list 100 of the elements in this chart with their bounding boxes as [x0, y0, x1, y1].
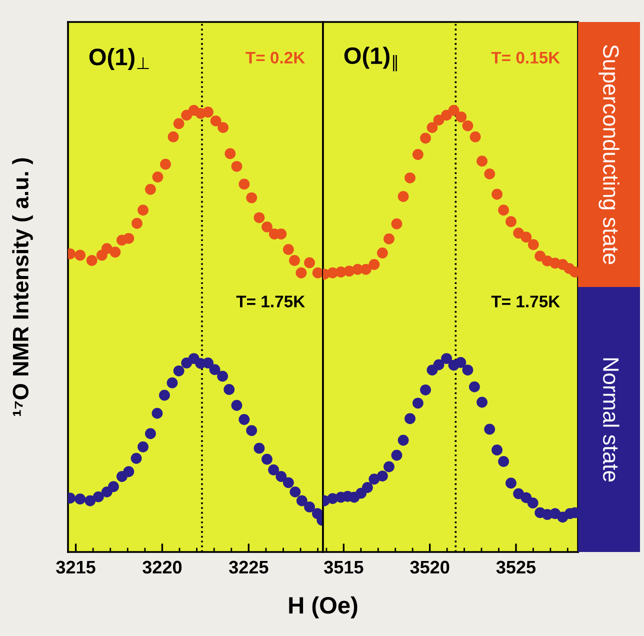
point [468, 381, 480, 392]
point [527, 498, 538, 508]
point [368, 259, 380, 270]
point [74, 494, 86, 504]
point [173, 365, 184, 376]
point [398, 434, 409, 446]
point [433, 359, 444, 370]
point [433, 114, 444, 126]
point [404, 172, 416, 184]
point [74, 250, 86, 261]
point [476, 156, 488, 167]
point [362, 482, 373, 493]
point [282, 477, 294, 488]
point [224, 148, 236, 160]
point [498, 204, 510, 216]
x-tick-label: 3220 [142, 560, 182, 574]
point [160, 158, 171, 170]
x-axis-title: H (Oe) [289, 596, 358, 618]
point [168, 131, 179, 142]
point [456, 111, 467, 122]
point [296, 267, 307, 278]
point [398, 190, 409, 202]
point [304, 501, 315, 512]
point [276, 471, 287, 482]
point [238, 414, 250, 425]
point [384, 233, 394, 244]
point [238, 178, 250, 190]
point [412, 398, 424, 409]
point [498, 456, 510, 467]
point [210, 115, 222, 126]
point [296, 495, 308, 506]
y-axis-title: ¹⁷O NMR Intensity ( a.u. ) [12, 158, 33, 416]
point [391, 450, 402, 461]
point [246, 192, 258, 204]
point [262, 454, 272, 465]
point [246, 425, 258, 436]
point [412, 149, 424, 160]
point [391, 218, 402, 230]
point [130, 452, 142, 464]
x-tick-label: 3525 [496, 560, 536, 574]
point [506, 216, 516, 228]
point [476, 396, 488, 408]
point [123, 232, 134, 244]
point [209, 364, 220, 376]
point [384, 461, 394, 472]
x-tick-label: 3515 [324, 560, 364, 574]
point [123, 466, 134, 478]
point [462, 120, 474, 132]
point [404, 413, 416, 424]
text: Normal state [603, 358, 620, 482]
point [86, 255, 98, 266]
annotation: T= 1.75K [491, 296, 560, 308]
point [108, 481, 119, 492]
point [254, 442, 265, 454]
point [202, 106, 214, 118]
chart-title: O(1)$_{⊥}$ [89, 48, 149, 70]
point [282, 244, 294, 255]
x-tick-label: 3215 [56, 560, 96, 574]
annotation: T= 1.75K [236, 296, 305, 308]
point [528, 239, 539, 250]
chart-title: O(1)$_{∥}$ [344, 46, 397, 72]
point [217, 370, 228, 382]
point [448, 104, 460, 116]
point [218, 122, 229, 134]
point [84, 495, 96, 506]
point [304, 257, 315, 268]
point [224, 384, 235, 395]
text: T= 0.2K [246, 52, 305, 64]
point [152, 172, 164, 182]
x-tick-label: 3225 [228, 560, 268, 574]
point [152, 408, 163, 419]
point [520, 232, 532, 243]
point [312, 267, 323, 278]
point [173, 118, 184, 130]
text: Superconducting state [598, 44, 620, 264]
point [92, 491, 104, 502]
text: T= 0.15K [491, 52, 560, 64]
point [506, 478, 516, 489]
point [376, 470, 388, 482]
point [231, 400, 242, 411]
point [290, 486, 301, 498]
point [144, 428, 156, 440]
point [159, 390, 170, 401]
point [138, 204, 148, 216]
point [420, 384, 431, 396]
point [455, 357, 466, 368]
point [376, 248, 388, 258]
point [492, 188, 502, 200]
point [138, 441, 148, 452]
point [470, 131, 481, 142]
point [231, 160, 242, 172]
point [110, 246, 121, 258]
point [202, 358, 214, 368]
point [262, 221, 272, 232]
point [166, 377, 178, 388]
point [268, 464, 280, 476]
point [254, 212, 265, 224]
point [101, 243, 112, 254]
point [484, 424, 496, 435]
point [289, 255, 300, 266]
